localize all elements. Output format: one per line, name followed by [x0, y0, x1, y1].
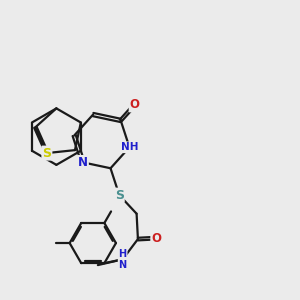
Text: O: O	[151, 232, 161, 244]
Text: N: N	[78, 156, 88, 169]
Text: S: S	[42, 147, 51, 160]
Text: NH: NH	[121, 142, 138, 152]
Text: S: S	[115, 189, 124, 202]
Text: H
N: H N	[118, 249, 127, 270]
Text: O: O	[130, 98, 140, 112]
